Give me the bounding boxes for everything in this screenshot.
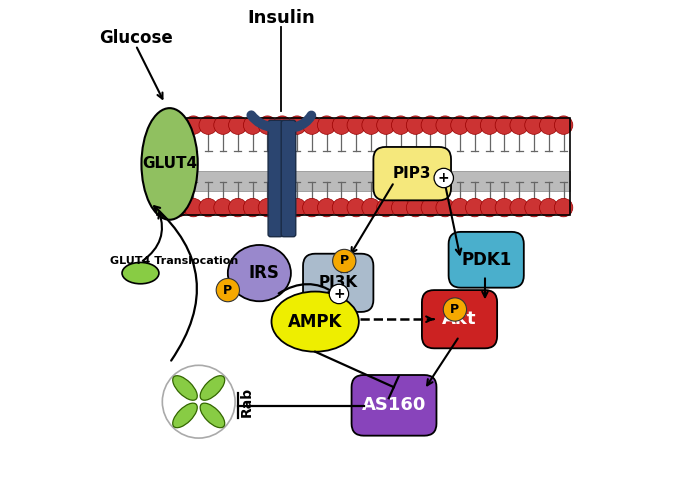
FancyBboxPatch shape	[422, 290, 497, 348]
Circle shape	[392, 199, 410, 217]
Circle shape	[329, 285, 348, 304]
FancyBboxPatch shape	[281, 120, 296, 237]
Text: AMPK: AMPK	[288, 313, 342, 331]
Circle shape	[273, 199, 291, 217]
Circle shape	[347, 116, 365, 134]
Circle shape	[377, 116, 395, 134]
Text: Rab: Rab	[240, 386, 254, 417]
Text: +: +	[333, 287, 345, 301]
Circle shape	[184, 199, 203, 217]
Circle shape	[162, 366, 235, 438]
Circle shape	[333, 249, 356, 273]
Circle shape	[362, 116, 380, 134]
Circle shape	[406, 199, 425, 217]
Circle shape	[481, 199, 499, 217]
Bar	[158, 118, 570, 215]
Ellipse shape	[173, 403, 197, 427]
Ellipse shape	[200, 403, 224, 427]
Circle shape	[436, 116, 454, 134]
Circle shape	[214, 199, 233, 217]
Circle shape	[466, 116, 484, 134]
Circle shape	[510, 199, 528, 217]
Circle shape	[434, 168, 454, 188]
Circle shape	[258, 199, 276, 217]
Circle shape	[317, 116, 336, 134]
Text: Akt: Akt	[442, 310, 477, 328]
Circle shape	[214, 116, 233, 134]
FancyBboxPatch shape	[352, 375, 437, 436]
Circle shape	[495, 199, 514, 217]
Circle shape	[216, 279, 239, 302]
Circle shape	[525, 199, 543, 217]
Circle shape	[495, 116, 514, 134]
Ellipse shape	[272, 291, 359, 352]
Circle shape	[421, 199, 439, 217]
Text: P: P	[450, 303, 460, 316]
Circle shape	[377, 199, 395, 217]
FancyBboxPatch shape	[268, 120, 282, 237]
Circle shape	[317, 199, 336, 217]
FancyBboxPatch shape	[303, 254, 373, 312]
Circle shape	[347, 199, 365, 217]
Text: +: +	[438, 171, 450, 185]
Circle shape	[555, 199, 573, 217]
Circle shape	[466, 199, 484, 217]
Circle shape	[199, 199, 218, 217]
Circle shape	[184, 116, 203, 134]
Circle shape	[303, 199, 321, 217]
Ellipse shape	[142, 108, 197, 220]
Circle shape	[392, 116, 410, 134]
Circle shape	[243, 199, 262, 217]
Circle shape	[525, 116, 543, 134]
Circle shape	[406, 116, 425, 134]
Circle shape	[421, 116, 439, 134]
Text: GLUT4 Translocation: GLUT4 Translocation	[111, 256, 239, 266]
Circle shape	[451, 116, 469, 134]
Ellipse shape	[173, 376, 197, 400]
FancyBboxPatch shape	[373, 147, 451, 201]
Circle shape	[451, 199, 469, 217]
Circle shape	[510, 116, 528, 134]
Text: P: P	[340, 254, 349, 267]
Circle shape	[243, 116, 262, 134]
Circle shape	[288, 199, 306, 217]
Circle shape	[332, 199, 350, 217]
Circle shape	[362, 199, 380, 217]
Text: PDK1: PDK1	[461, 251, 512, 269]
Circle shape	[540, 116, 558, 134]
Text: IRS: IRS	[249, 264, 280, 282]
Circle shape	[303, 116, 321, 134]
Text: AS160: AS160	[362, 396, 426, 414]
Circle shape	[169, 199, 188, 217]
Circle shape	[273, 116, 291, 134]
Ellipse shape	[228, 245, 291, 301]
Circle shape	[169, 116, 188, 134]
Circle shape	[481, 116, 499, 134]
Ellipse shape	[200, 376, 224, 400]
Text: P: P	[223, 284, 233, 297]
Text: PI3K: PI3K	[319, 275, 358, 290]
Circle shape	[555, 116, 573, 134]
Circle shape	[228, 116, 247, 134]
Text: Insulin: Insulin	[247, 9, 315, 27]
Circle shape	[154, 116, 173, 134]
Circle shape	[154, 199, 173, 217]
Circle shape	[228, 199, 247, 217]
Text: Glucose: Glucose	[99, 29, 173, 47]
Circle shape	[288, 116, 306, 134]
Circle shape	[443, 298, 466, 321]
Text: PIP3: PIP3	[393, 166, 431, 181]
Bar	[158, 171, 570, 191]
Circle shape	[540, 199, 558, 217]
Circle shape	[332, 116, 350, 134]
Circle shape	[258, 116, 276, 134]
Circle shape	[199, 116, 218, 134]
Text: GLUT4: GLUT4	[142, 157, 197, 171]
Circle shape	[436, 199, 454, 217]
FancyBboxPatch shape	[449, 232, 524, 287]
Ellipse shape	[122, 263, 159, 284]
